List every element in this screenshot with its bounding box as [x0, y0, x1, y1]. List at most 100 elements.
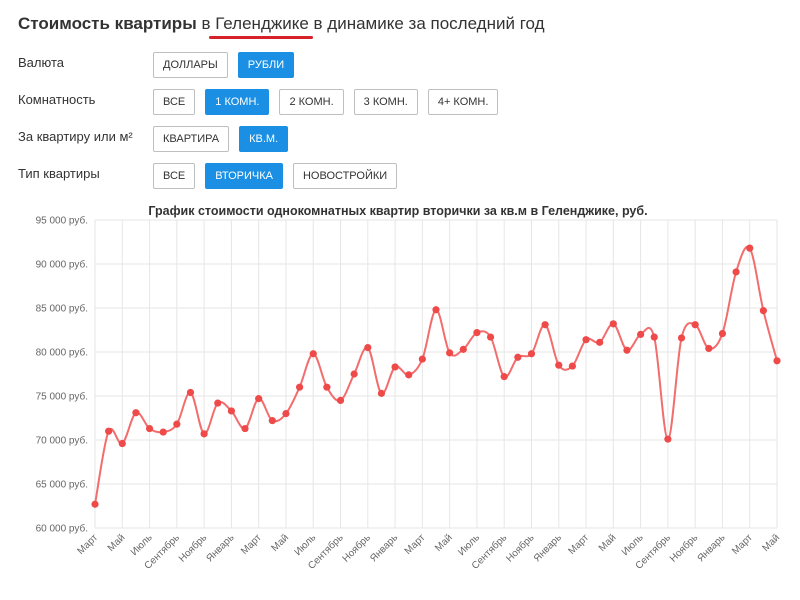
- rooms-2-button[interactable]: 2 КОМН.: [279, 89, 344, 115]
- x-tick-label: Январь: [532, 532, 564, 564]
- data-point[interactable]: [677, 334, 686, 342]
- data-point[interactable]: [609, 320, 617, 328]
- rooms-3-button[interactable]: 3 КОМН.: [353, 89, 418, 115]
- x-tick-label: Май: [760, 532, 782, 554]
- data-point[interactable]: [350, 370, 358, 378]
- data-point[interactable]: [637, 330, 645, 338]
- data-point[interactable]: [555, 361, 563, 369]
- unit-apartment-button[interactable]: КВАРТИРА: [153, 126, 230, 152]
- y-tick-label: 95 000 руб.: [36, 215, 88, 227]
- data-point[interactable]: [650, 333, 658, 341]
- x-tick-label: Январь: [205, 532, 237, 564]
- type-secondary-button[interactable]: ВТОРИЧКА: [205, 163, 283, 189]
- x-tick-label: Ноябрь: [340, 532, 373, 565]
- x-tick-label: Январь: [696, 532, 728, 564]
- x-tick-label: Май: [433, 532, 455, 554]
- x-tick-label: Май: [269, 532, 291, 554]
- title-main: Стоимость квартиры: [18, 14, 197, 33]
- x-tick-label: Март: [75, 532, 100, 557]
- y-tick-label: 60 000 руб.: [36, 523, 88, 535]
- data-point[interactable]: [732, 268, 740, 276]
- y-tick-label: 65 000 руб.: [36, 479, 88, 491]
- data-point[interactable]: [446, 349, 454, 357]
- data-point[interactable]: [336, 396, 345, 404]
- data-point[interactable]: [227, 407, 235, 415]
- x-tick-label: Март: [730, 532, 755, 557]
- price-chart: График стоимости однокомнатных квартир в…: [36, 204, 783, 572]
- data-point[interactable]: [514, 353, 522, 361]
- page-title: Стоимость квартиры в Геленджике в динами…: [18, 14, 545, 34]
- data-point[interactable]: [173, 420, 181, 428]
- data-point[interactable]: [759, 307, 767, 315]
- x-tick-label: Март: [403, 532, 428, 557]
- x-tick-label: Январь: [368, 532, 400, 564]
- data-point[interactable]: [500, 373, 508, 381]
- data-point[interactable]: [691, 321, 699, 329]
- data-point[interactable]: [186, 388, 195, 397]
- type-all-button[interactable]: ВСЕ: [153, 163, 196, 189]
- data-point[interactable]: [214, 399, 222, 407]
- data-point[interactable]: [664, 435, 672, 443]
- x-tick-label: Июль: [129, 532, 155, 558]
- x-tick-label: Май: [106, 532, 128, 554]
- data-point[interactable]: [159, 428, 167, 436]
- chart-grid: [94, 219, 778, 529]
- data-point[interactable]: [718, 329, 727, 338]
- data-point[interactable]: [459, 345, 467, 353]
- data-point[interactable]: [541, 321, 549, 329]
- filter-buttons: ВСЕ 1 КОМН. 2 КОМН. 3 КОМН. 4+ КОМН.: [153, 89, 499, 115]
- data-point[interactable]: [568, 362, 577, 370]
- y-tick-label: 85 000 руб.: [36, 303, 88, 315]
- filter-buttons: КВАРТИРА КВ.М.: [153, 126, 289, 152]
- data-point[interactable]: [255, 395, 263, 403]
- filter-label: Тип квартиры: [18, 166, 100, 181]
- city-selector[interactable]: Геленджике: [215, 14, 309, 33]
- data-point[interactable]: [241, 424, 249, 433]
- data-point[interactable]: [309, 350, 317, 358]
- data-point[interactable]: [473, 329, 481, 337]
- data-point[interactable]: [432, 306, 440, 314]
- x-tick-label: Март: [566, 532, 591, 557]
- data-point[interactable]: [118, 439, 126, 448]
- data-point[interactable]: [527, 350, 536, 358]
- data-point[interactable]: [200, 430, 208, 438]
- y-tick-label: 90 000 руб.: [36, 259, 88, 271]
- data-point[interactable]: [105, 427, 113, 435]
- series-line: [94, 245, 778, 505]
- y-axis: 60 000 руб. 65 000 руб. 70 000 руб. 75 000 …: [36, 215, 88, 535]
- data-point[interactable]: [145, 424, 154, 433]
- x-tick-label: Июль: [620, 532, 646, 558]
- data-point[interactable]: [596, 338, 604, 346]
- data-point[interactable]: [296, 383, 304, 391]
- data-point[interactable]: [268, 417, 276, 425]
- x-tick-label: Март: [239, 532, 264, 557]
- rooms-4plus-button[interactable]: 4+ КОМН.: [427, 89, 499, 115]
- data-point[interactable]: [773, 357, 781, 365]
- data-point[interactable]: [486, 333, 495, 341]
- currency-rubles-button[interactable]: РУБЛИ: [237, 52, 295, 78]
- x-tick-label: Ноябрь: [504, 532, 537, 565]
- data-point[interactable]: [323, 383, 331, 391]
- rooms-1-button[interactable]: 1 КОМН.: [205, 89, 270, 115]
- x-tick-label: Июль: [456, 532, 482, 558]
- data-point[interactable]: [405, 371, 413, 379]
- data-point[interactable]: [705, 344, 713, 353]
- data-point[interactable]: [282, 410, 290, 418]
- unit-sqm-button[interactable]: КВ.М.: [239, 126, 289, 152]
- type-newbuild-button[interactable]: НОВОСТРОЙКИ: [292, 163, 398, 189]
- currency-dollars-button[interactable]: ДОЛЛАРЫ: [153, 52, 228, 78]
- data-point[interactable]: [418, 355, 426, 363]
- data-point[interactable]: [746, 244, 754, 252]
- data-point[interactable]: [623, 346, 631, 354]
- data-point[interactable]: [132, 409, 140, 417]
- x-tick-label: Ноябрь: [176, 532, 209, 565]
- data-point[interactable]: [364, 344, 372, 352]
- data-point[interactable]: [91, 500, 99, 508]
- data-point[interactable]: [391, 363, 399, 371]
- rooms-all-button[interactable]: ВСЕ: [153, 89, 196, 115]
- data-point[interactable]: [582, 336, 590, 344]
- x-tick-label: Ноябрь: [667, 532, 700, 565]
- data-point[interactable]: [377, 389, 386, 397]
- filter-label: За квартиру или м²: [18, 129, 133, 144]
- filter-label: Валюта: [18, 55, 64, 70]
